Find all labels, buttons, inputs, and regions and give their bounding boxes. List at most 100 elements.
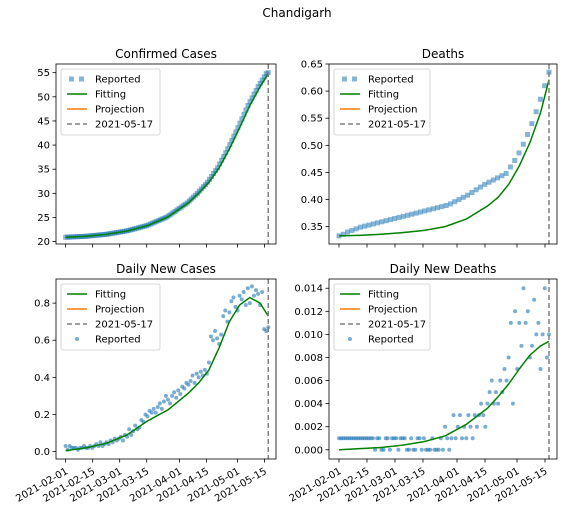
reported-point — [213, 328, 218, 333]
reported-point — [419, 447, 424, 452]
reported-point — [547, 332, 551, 337]
legend: Fitting Projection 2021-05-17 Reported — [333, 283, 431, 351]
reported-point — [243, 302, 248, 307]
y-tick-label: 20 — [37, 237, 50, 248]
y-tick-label: 0.008 — [294, 353, 323, 364]
reported-point — [170, 393, 175, 398]
reported-point — [231, 295, 236, 300]
reported-point — [259, 77, 265, 83]
reported-point — [208, 334, 213, 339]
reported-point — [63, 444, 68, 449]
reported-point — [168, 401, 173, 406]
reported-point — [260, 289, 265, 294]
reported-point — [426, 207, 432, 213]
panel-daily-deaths: Daily New Deaths0.0000.0020.0040.0060.00… — [288, 262, 558, 505]
reported-point — [506, 355, 511, 360]
legend-box — [333, 283, 431, 351]
legend-marker-reported — [352, 76, 357, 82]
reported-point — [202, 367, 207, 372]
reported-point — [229, 137, 235, 143]
y-tick-label: 40 — [37, 141, 50, 152]
panels: Confirmed Cases2025303540455055ReportedF… — [14, 47, 558, 505]
reported-point — [479, 401, 484, 406]
reported-point — [255, 84, 261, 90]
reported-point — [345, 229, 351, 235]
reported-point — [529, 121, 535, 127]
reported-point — [381, 447, 386, 452]
reported-point — [521, 286, 526, 291]
legend-label: 2021-05-17 — [95, 320, 153, 331]
reported-point — [176, 388, 181, 393]
reported-point — [495, 175, 501, 181]
reported-point — [503, 171, 509, 177]
y-tick-label: 30 — [37, 189, 50, 200]
legend-label: Fitting — [95, 290, 126, 301]
fitting-line — [65, 296, 269, 452]
reported-point — [392, 216, 398, 222]
reported-point — [188, 379, 193, 384]
reported-point — [453, 436, 458, 441]
reported-point — [245, 103, 251, 109]
reported-point — [151, 406, 156, 411]
reported-point — [349, 227, 355, 233]
legend-marker-reported — [75, 337, 79, 341]
reported-point — [469, 189, 475, 195]
reported-point — [443, 203, 449, 209]
legend: Reported Fitting Projection 2021-05-17 — [333, 68, 431, 136]
reported-point — [221, 314, 226, 319]
reported-point — [422, 208, 428, 214]
reported-point — [452, 199, 458, 205]
reported-point — [370, 221, 376, 227]
reported-point — [211, 171, 217, 177]
reported-point — [493, 390, 498, 395]
y-tick-label: 55 — [37, 68, 50, 79]
reported-point — [513, 309, 518, 314]
reported-point — [470, 436, 475, 441]
legend-marker-reported — [348, 337, 352, 341]
reported-point — [544, 355, 549, 360]
reported-point — [508, 320, 513, 325]
reported-point — [379, 219, 385, 225]
reported-point — [396, 447, 401, 452]
legend-label: 2021-05-17 — [95, 120, 153, 131]
reported-point — [536, 320, 541, 325]
reported-point — [157, 401, 162, 406]
reported-point — [251, 91, 257, 97]
reported-point — [473, 187, 479, 193]
reported-point — [225, 146, 231, 152]
y-axis: 20 25 30 35 40 45 50 55 — [37, 68, 56, 248]
y-tick-label: 35 — [37, 165, 50, 176]
reported-point — [483, 424, 488, 429]
reported-point — [215, 165, 221, 171]
reported-point — [523, 320, 528, 325]
reported-point — [366, 222, 372, 228]
reported-point — [253, 87, 259, 93]
legend-label: 2021-05-17 — [368, 320, 426, 331]
panel-title: Deaths — [422, 47, 465, 61]
legend-label: 2021-05-17 — [368, 120, 426, 131]
reported-point — [370, 436, 375, 441]
y-tick-label: 0.55 — [301, 114, 323, 125]
reported-point — [532, 297, 537, 302]
reported-point — [542, 286, 547, 291]
reported-point — [464, 436, 469, 441]
reported-point — [512, 158, 518, 164]
reported-point — [237, 120, 243, 126]
reported-point — [439, 204, 445, 210]
panel-title: Daily New Cases — [116, 262, 216, 276]
y-axis: 0.35 0.40 0.45 0.50 0.55 0.60 0.65 — [301, 60, 329, 233]
y-tick-label: 0.0 — [34, 447, 50, 458]
legend-label: Projection — [95, 305, 144, 316]
y-tick-label: 0.002 — [294, 422, 323, 433]
reported-point — [413, 210, 419, 216]
reported-point — [417, 436, 422, 441]
reported-point — [375, 220, 381, 226]
reported-point — [413, 447, 418, 452]
axes-frame — [328, 63, 558, 245]
reported-point — [400, 213, 406, 219]
reported-point — [477, 184, 483, 190]
figure-title: Chandigarh — [262, 6, 331, 20]
x-axis — [65, 244, 265, 248]
reported-point — [537, 96, 543, 102]
legend-label: Projection — [95, 105, 144, 116]
